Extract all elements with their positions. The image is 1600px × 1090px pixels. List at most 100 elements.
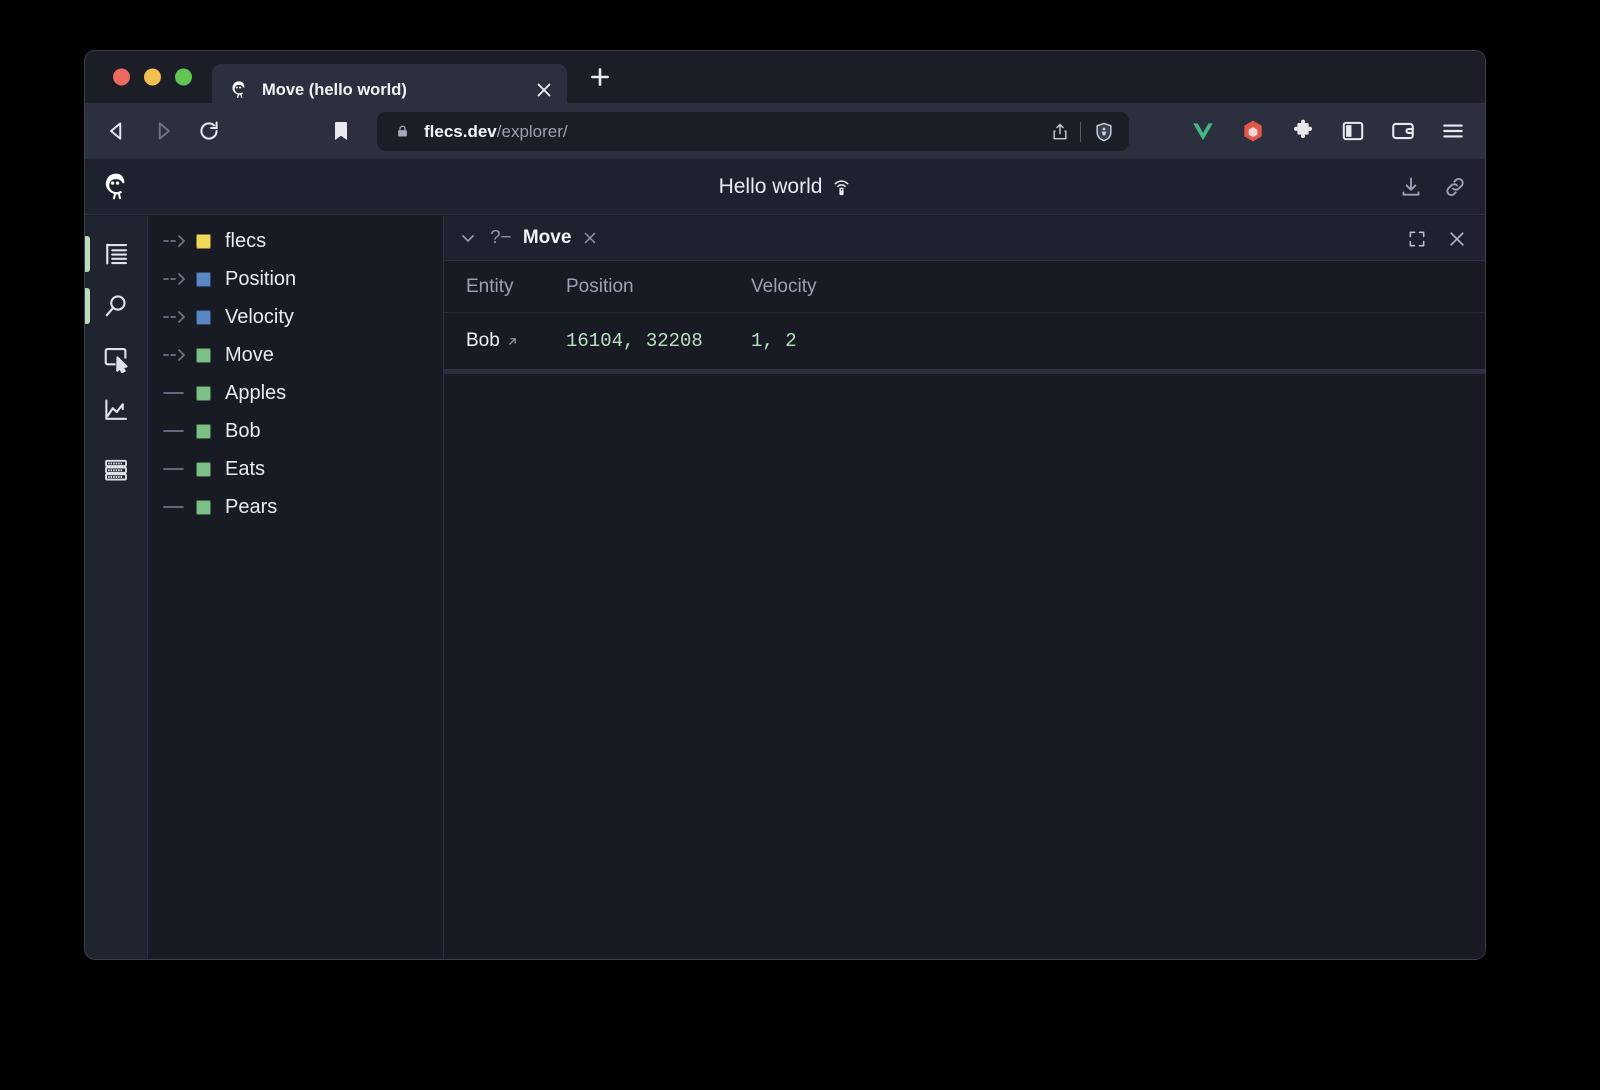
close-icon[interactable]: [581, 229, 599, 247]
entity-color-swatch: [196, 271, 211, 287]
tree-item-apples[interactable]: Apples: [148, 374, 443, 412]
close-icon[interactable]: [1447, 229, 1467, 249]
sidebar-item-tree[interactable]: [85, 228, 147, 280]
sidebar-item-tables[interactable]: [85, 444, 147, 496]
tree-item-velocity[interactable]: Velocity: [148, 298, 443, 336]
sidebar-item-stats[interactable]: [85, 384, 147, 436]
line-chart-icon: [101, 395, 131, 425]
column-header-entity[interactable]: Entity: [466, 275, 514, 297]
forward-arrow-icon[interactable]: [150, 118, 176, 144]
window-minimize-button[interactable]: [144, 68, 161, 86]
reload-icon[interactable]: [196, 118, 222, 144]
entity-color-swatch: [196, 461, 211, 477]
tree-item-label: Bob: [225, 419, 261, 442]
browser-toolbar: flecs.dev/explorer/: [85, 103, 1485, 159]
flecs-logo-icon: [228, 79, 250, 101]
app-header: Hello world: [85, 159, 1485, 215]
icon-rail: [85, 216, 148, 959]
url-text: flecs.dev/explorer/: [424, 122, 1050, 142]
tree-item-move[interactable]: Move: [148, 336, 443, 374]
tree-item-label: Velocity: [225, 305, 294, 328]
tree-item-flecs[interactable]: flecs: [148, 222, 443, 260]
chevron-right-icon[interactable]: [158, 231, 196, 251]
new-tab-button[interactable]: [587, 64, 613, 90]
tree-item-pears[interactable]: Pears: [148, 488, 443, 526]
browser-window: Move (hello world): [85, 51, 1485, 959]
tree-item-position[interactable]: Position: [148, 260, 443, 298]
chevron-right-icon[interactable]: [158, 345, 196, 365]
external-link-icon[interactable]: [506, 335, 519, 348]
query-panel-header: ?− Move: [444, 216, 1485, 261]
tree-hierarchy-icon: [101, 239, 131, 269]
active-indicator: [85, 236, 90, 272]
app-header-actions: [1399, 159, 1467, 215]
tree-item-eats[interactable]: Eats: [148, 450, 443, 488]
search-icon: [101, 291, 131, 321]
flecs-logo-icon[interactable]: [99, 170, 133, 204]
panel-resizer[interactable]: [444, 370, 1485, 374]
sidebar-toggle-icon[interactable]: [1340, 118, 1366, 144]
brave-shield-icon[interactable]: [1093, 120, 1115, 144]
entity-color-swatch: [196, 347, 211, 363]
browser-tab-title: Move (hello world): [262, 80, 407, 99]
query-panel-actions: [1407, 216, 1467, 261]
table-divider: [444, 369, 1485, 370]
results-table: Entity Position Velocity Bob: [444, 261, 1485, 374]
share-icon[interactable]: [1050, 121, 1070, 143]
column-header-position[interactable]: Position: [566, 275, 634, 297]
query-panel-title: Move: [522, 227, 572, 248]
tree-item-label: flecs: [225, 229, 267, 252]
inspector-cursor-icon: [101, 343, 131, 374]
page-title: Hello world: [718, 175, 823, 198]
sidebar-item-inspector[interactable]: [85, 332, 147, 384]
entity-color-swatch: [196, 423, 211, 439]
url-bar[interactable]: flecs.dev/explorer/: [377, 112, 1129, 151]
back-arrow-icon[interactable]: [104, 118, 130, 144]
query-results-panel: ?− Move: [444, 216, 1485, 959]
chevron-right-icon[interactable]: [158, 269, 196, 289]
app-title-wrap: Hello world: [85, 159, 1485, 215]
url-domain: flecs.dev: [424, 121, 497, 141]
entity-color-swatch: [196, 309, 211, 325]
fullscreen-expand-icon[interactable]: [1407, 229, 1427, 249]
rail-spacer: [85, 436, 147, 444]
chevron-down-icon[interactable]: [458, 228, 478, 248]
tree-item-bob[interactable]: Bob: [148, 412, 443, 450]
table-row[interactable]: Bob 16104, 32208 1, 2: [444, 313, 1485, 369]
tree-leaf-connector-icon: [158, 459, 196, 479]
cell-entity[interactable]: Bob: [466, 330, 566, 352]
entity-name: Bob: [466, 330, 500, 351]
hamburger-menu-icon[interactable]: [1440, 118, 1466, 144]
chevron-right-icon[interactable]: [158, 307, 196, 327]
tree-item-label: Apples: [225, 381, 287, 404]
flecs-explorer-app: Hello world: [85, 159, 1485, 959]
entity-color-swatch: [196, 233, 211, 249]
hexagon-extension-icon[interactable]: [1240, 118, 1266, 144]
remote-connection-icon[interactable]: [832, 176, 851, 199]
entity-color-swatch: [196, 499, 211, 515]
tree-item-label: Eats: [225, 457, 266, 480]
cell-velocity: 1, 2: [751, 330, 797, 352]
browser-tab-strip: Move (hello world): [85, 51, 1485, 116]
window-close-button[interactable]: [113, 68, 130, 86]
lock-icon: [395, 123, 410, 140]
active-indicator: [85, 288, 90, 324]
link-share-icon[interactable]: [1443, 175, 1467, 199]
toolbar-divider: [1080, 121, 1081, 142]
close-icon[interactable]: [533, 79, 555, 101]
download-icon[interactable]: [1399, 175, 1423, 199]
vue-devtools-icon[interactable]: [1190, 118, 1216, 144]
tree-leaf-connector-icon: [158, 421, 196, 441]
tree-item-label: Pears: [225, 495, 278, 518]
column-header-velocity[interactable]: Velocity: [751, 275, 817, 297]
tree-item-label: Position: [225, 267, 297, 290]
query-type-icon: ?−: [490, 227, 512, 249]
url-path: /explorer/: [496, 121, 568, 141]
wallet-icon[interactable]: [1390, 118, 1416, 144]
cell-position: 16104, 32208: [566, 330, 703, 352]
sidebar-item-search[interactable]: [85, 280, 147, 332]
window-maximize-button[interactable]: [175, 68, 192, 86]
entity-color-swatch: [196, 385, 211, 401]
bookmark-icon[interactable]: [329, 118, 353, 144]
puzzle-extensions-icon[interactable]: [1290, 118, 1316, 144]
